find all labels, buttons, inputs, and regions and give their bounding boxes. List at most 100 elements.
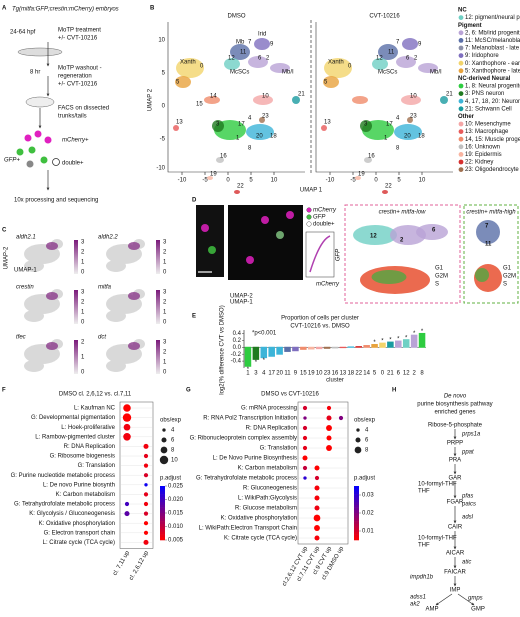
- colorbar-tick: 3: [81, 240, 85, 246]
- x-tick-label: 5: [249, 178, 253, 184]
- legend-label: mCherry: [313, 208, 337, 214]
- axis-label: cluster: [326, 378, 344, 384]
- dot: [326, 415, 332, 421]
- x-tick-label: 23: [324, 371, 331, 377]
- expression-umap: [106, 310, 126, 322]
- colorbar-tick: 0: [81, 370, 85, 376]
- cell-icon: [44, 136, 52, 144]
- legend-label: 7: Melanoblast - late: [465, 46, 520, 52]
- phase-label: S: [503, 282, 507, 288]
- colorbar-tick: 2: [81, 250, 85, 256]
- legend-label: 2, 6: Mb/irid progenitor: [465, 30, 520, 36]
- cluster-label: 2: [400, 238, 404, 244]
- metabolite: FGAR: [447, 500, 464, 506]
- phase-label: G2M: [503, 274, 516, 280]
- label: FACS on dissected: [58, 106, 109, 112]
- dot: [338, 415, 344, 421]
- column-label: cl. 2,6,12 up: [129, 550, 151, 582]
- legend-label: 0: Xanthophore - early: [465, 61, 520, 67]
- cell-signal: [286, 211, 294, 219]
- dot: [143, 530, 149, 535]
- cluster-label: Xanth: [180, 60, 196, 66]
- bar: [331, 346, 339, 349]
- umap-cluster: [175, 76, 191, 88]
- y-tick-label: -0.4: [231, 359, 242, 365]
- bar: [371, 344, 378, 348]
- legend-label: 11: McSC/melanoblast: [465, 38, 520, 44]
- cluster-label: 7: [248, 40, 252, 46]
- condition-title: DMSO: [228, 14, 246, 20]
- x-tick-label: 6: [397, 371, 401, 377]
- colorbar-tick: 0.03: [362, 493, 374, 499]
- cluster-label: 12: [228, 56, 235, 62]
- row-label: L: Hoek-proliferative: [61, 425, 115, 431]
- colorbar: [354, 510, 359, 514]
- x-tick-label: -10: [178, 178, 187, 184]
- colorbar: [354, 531, 359, 535]
- legend-label: 10: [171, 458, 178, 464]
- bar: [355, 346, 363, 348]
- expression-hotspot: [46, 292, 58, 300]
- cluster-label: 21: [298, 92, 305, 98]
- cluster-label: 10: [262, 94, 269, 100]
- label: GFP: [336, 249, 342, 261]
- umap-cluster: [402, 38, 418, 50]
- dot: [314, 495, 320, 501]
- metabolite: PRPP: [447, 441, 463, 447]
- legend-label: 8: [171, 448, 175, 454]
- panel-letter: C: [2, 228, 7, 234]
- row-label: L: Citrate cycle (TCA cycle): [43, 540, 115, 546]
- umap-cluster: [394, 124, 422, 140]
- x-tick-label: 5: [373, 371, 377, 377]
- chart-title: Proportion of cells per cluster: [281, 316, 359, 322]
- umap-cluster: [224, 58, 240, 70]
- dot: [143, 492, 149, 497]
- colorbar-tick: 0.025: [168, 484, 184, 490]
- cluster-label: 5: [176, 80, 180, 86]
- legend-title: p.adjust: [160, 476, 181, 482]
- colorbar-tick: 2: [163, 350, 167, 356]
- colorbar: [354, 521, 359, 525]
- cell-signal: [201, 224, 209, 232]
- bar: [276, 346, 283, 355]
- cluster-label: 7: [485, 224, 489, 230]
- umap-cluster: [476, 220, 500, 244]
- cluster-label: 20: [404, 134, 411, 140]
- legend-label: 1, 8: Neural progenitor: [465, 84, 520, 90]
- label: regeneration: [58, 74, 92, 80]
- umap-cluster: [407, 117, 413, 123]
- colorbar: [354, 488, 359, 492]
- significance-marker: *: [421, 329, 424, 335]
- x-tick-label: -5: [350, 178, 356, 184]
- colorbar-tick: 0: [163, 270, 167, 276]
- umap-cluster: [207, 176, 213, 180]
- legend-label: 9: Iridophore: [465, 53, 499, 59]
- cluster-label: McSCs: [230, 70, 249, 76]
- row-label: R: RNA Pol2 Transcription Initiation: [203, 416, 297, 422]
- umap-cluster: [378, 44, 398, 60]
- bar: [410, 334, 418, 348]
- label: 10x processing and sequencing: [14, 198, 98, 204]
- legend-dot: [356, 428, 360, 432]
- colorbar-tick: 1: [81, 355, 85, 361]
- phase-label: G1: [503, 266, 512, 272]
- metabolite: FAICAR: [444, 570, 466, 576]
- significance-marker: *: [263, 358, 266, 364]
- legend-label: 21: Schwann Cell: [465, 106, 512, 112]
- y-tick-label: -5: [160, 137, 166, 143]
- expression-umap: [24, 260, 44, 272]
- cluster-label: 3: [364, 122, 368, 128]
- bar: [268, 346, 275, 357]
- cofactor: 10-formyl-THF: [418, 536, 457, 542]
- cluster-label: 8: [248, 146, 252, 152]
- colorbar: [354, 496, 359, 500]
- colorbar: [354, 534, 359, 538]
- dot: [123, 423, 131, 431]
- legend-swatch: [306, 214, 312, 220]
- cluster-label: 7: [396, 40, 400, 46]
- umap-cluster: [355, 176, 361, 180]
- colorbar: [354, 499, 359, 503]
- colorbar-tick: 0: [163, 370, 167, 376]
- umap-cluster: [360, 120, 372, 132]
- colorbar-tick: 1: [81, 310, 85, 316]
